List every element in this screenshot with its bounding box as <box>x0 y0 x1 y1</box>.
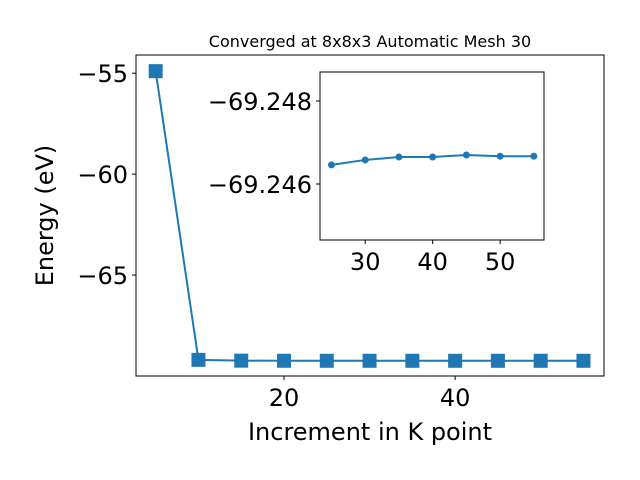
data-marker <box>462 151 470 159</box>
data-marker <box>148 64 163 79</box>
x-tick-label: 50 <box>485 248 516 276</box>
x-tick-label: 40 <box>440 384 471 412</box>
data-marker <box>496 152 504 160</box>
y-tick-label: −55 <box>77 60 128 88</box>
data-marker <box>361 156 369 164</box>
chart-title: Converged at 8x8x3 Automatic Mesh 30 <box>209 32 531 51</box>
data-marker <box>530 152 538 160</box>
data-marker <box>448 353 463 368</box>
y-tick-label: −65 <box>77 262 128 290</box>
y-tick-label: −69.248 <box>208 88 312 116</box>
data-marker <box>319 353 334 368</box>
x-tick-label: 40 <box>417 248 448 276</box>
x-tick-label: 30 <box>350 248 381 276</box>
y-axis-label: Energy (eV) <box>31 145 59 287</box>
y-tick-label: −69.246 <box>208 171 312 199</box>
x-tick-label: 20 <box>269 384 300 412</box>
x-axis-label: Increment in K point <box>248 418 492 446</box>
data-marker <box>405 353 420 368</box>
data-marker <box>191 352 206 367</box>
data-marker <box>395 153 403 161</box>
data-marker <box>429 153 437 161</box>
data-marker <box>277 353 292 368</box>
data-marker <box>327 161 335 169</box>
data-marker <box>234 353 249 368</box>
data-marker <box>576 353 591 368</box>
data-marker <box>533 353 548 368</box>
data-marker <box>490 353 505 368</box>
data-marker <box>362 353 377 368</box>
y-tick-label: −60 <box>77 161 128 189</box>
